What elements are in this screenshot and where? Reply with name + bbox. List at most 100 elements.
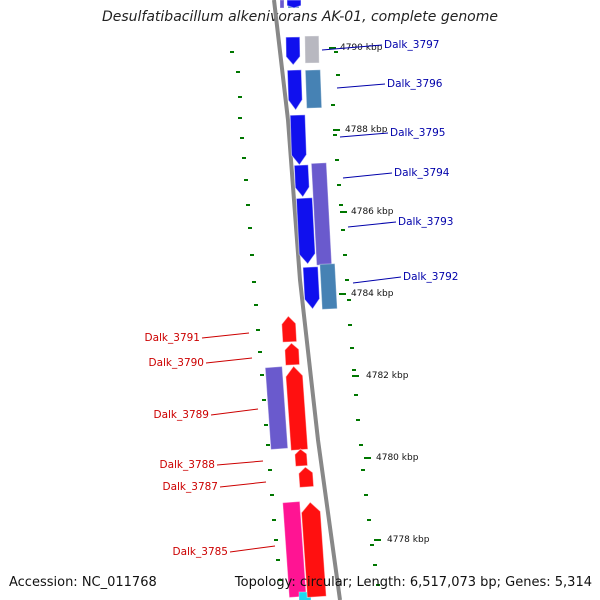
gc-track-3-dot-2 xyxy=(352,369,356,371)
reverse-gene-leader-3 xyxy=(216,460,264,466)
forward-gene-leader-4 xyxy=(347,221,397,228)
forward-gene-leader-5 xyxy=(352,276,402,284)
gc-track-1-dot-6 xyxy=(268,469,272,471)
gc-track-2-dot-7 xyxy=(341,229,345,231)
forward-gene-leader-0 xyxy=(321,44,383,51)
reverse-gene-label-0: Dalk_3791 xyxy=(145,332,201,344)
gc-track-3-dot-9 xyxy=(370,544,374,546)
gc-track-2-dot-5 xyxy=(337,184,341,186)
feature-box-3 xyxy=(319,263,338,310)
gc-track-2-dot-3 xyxy=(333,134,337,136)
gc-track-2-dot-0 xyxy=(334,51,338,53)
forward-gene-label-5: Dalk_3792 xyxy=(403,271,459,283)
feature-box-0 xyxy=(304,35,320,64)
ruler-tick-label-3: 4784 kbp xyxy=(351,289,394,299)
gc-track-1-dot-11 xyxy=(278,579,282,581)
gc-track-1-dot-9 xyxy=(274,539,278,541)
forward-gene-label-2: Dalk_3795 xyxy=(390,127,446,139)
forward-gene-arrow-3 xyxy=(293,164,310,198)
reverse-gene-arrow-2 xyxy=(285,365,309,452)
gc-track-3-dot-10 xyxy=(373,564,377,566)
ruler-tick-label-4: 4782 kbp xyxy=(366,371,409,381)
reverse-gene-leader-1 xyxy=(205,357,253,364)
accession-label: Accession: NC_011768 xyxy=(9,575,157,590)
gc-track-1-dot-4 xyxy=(264,424,268,426)
gc-track-0-dot-5 xyxy=(242,157,246,159)
gc-track-2-dot-10 xyxy=(347,299,351,301)
reverse-gene-arrow-0 xyxy=(281,315,298,343)
feature-box-8 xyxy=(279,0,285,9)
gc-track-0-dot-3 xyxy=(238,117,242,119)
gc-track-0-dot-8 xyxy=(248,227,252,229)
forward-gene-leader-3 xyxy=(342,172,393,179)
gc-track-2-dot-1 xyxy=(336,74,340,76)
gc-track-2-dot-2 xyxy=(331,104,335,106)
ruler-tick-label-2: 4786 kbp xyxy=(351,207,394,217)
reverse-gene-leader-4 xyxy=(219,481,267,488)
forward-gene-arrow-1 xyxy=(286,69,303,111)
reverse-gene-arrow-3 xyxy=(294,448,309,467)
genome-summary-label: Topology: circular; Length: 6,517,073 bp… xyxy=(234,575,592,590)
forward-gene-label-4: Dalk_3793 xyxy=(398,216,454,228)
gc-track-2-dot-9 xyxy=(345,279,349,281)
gc-track-0-dot-4 xyxy=(240,137,244,139)
ruler-tick-label-0: 4790 kbp xyxy=(340,43,383,53)
gc-track-3-dot-3 xyxy=(354,394,358,396)
feature-box-1 xyxy=(304,69,323,109)
forward-gene-label-1: Dalk_3796 xyxy=(387,78,443,90)
reverse-gene-leader-2 xyxy=(210,408,259,416)
reverse-gene-leader-0 xyxy=(201,332,250,339)
gc-track-1-dot-10 xyxy=(276,559,280,561)
gc-track-2-dot-6 xyxy=(339,204,343,206)
reverse-gene-label-3: Dalk_3788 xyxy=(160,459,216,471)
forward-gene-label-3: Dalk_3794 xyxy=(394,167,450,179)
ruler-tick-label-6: 4778 kbp xyxy=(387,535,430,545)
forward-gene-arrow-5 xyxy=(302,266,321,310)
reverse-gene-label-1: Dalk_3790 xyxy=(149,357,205,369)
gc-track-1-dot-7 xyxy=(270,494,274,496)
gc-track-1-dot-3 xyxy=(262,399,266,401)
forward-gene-arrow-4 xyxy=(295,197,316,265)
gc-track-3-dot-6 xyxy=(361,469,365,471)
gc-track-3-dot-7 xyxy=(364,494,368,496)
gc-track-3-dot-0 xyxy=(348,324,352,326)
gc-track-0-dot-11 xyxy=(254,304,258,306)
forward-gene-arrow-2 xyxy=(289,114,308,166)
gc-track-3-dot-11 xyxy=(376,584,380,586)
gc-track-0-dot-10 xyxy=(252,281,256,283)
genome-backbone-line xyxy=(272,0,342,600)
forward-gene-leader-1 xyxy=(336,83,386,89)
gc-track-2-dot-4 xyxy=(335,159,339,161)
ruler-tick-label-5: 4780 kbp xyxy=(376,453,419,463)
gc-track-3-dot-5 xyxy=(359,444,363,446)
gc-track-1-dot-8 xyxy=(272,519,276,521)
reverse-gene-label-4: Dalk_3787 xyxy=(163,481,219,493)
gc-track-1-dot-5 xyxy=(266,444,270,446)
gc-track-0-dot-9 xyxy=(250,254,254,256)
reverse-gene-label-5: Dalk_3785 xyxy=(173,546,229,558)
gc-track-0-dot-6 xyxy=(244,179,248,181)
gc-track-0-dot-1 xyxy=(236,71,240,73)
gc-track-0-dot-2 xyxy=(238,96,242,98)
reverse-gene-label-2: Dalk_3789 xyxy=(154,409,210,421)
forward-gene-arrow-0 xyxy=(285,36,301,66)
forward-gene-label-0: Dalk_3797 xyxy=(384,39,440,51)
reverse-gene-arrow-1 xyxy=(284,342,301,366)
reverse-gene-leader-5 xyxy=(229,545,276,553)
gc-track-3-dot-4 xyxy=(356,419,360,421)
gc-track-3-dot-8 xyxy=(367,519,371,521)
gc-track-0-dot-0 xyxy=(230,51,234,53)
feature-box-4 xyxy=(264,365,289,451)
forward-gene-arrow-6 xyxy=(286,0,302,9)
gc-track-0-dot-7 xyxy=(246,204,250,206)
gc-track-1-dot-0 xyxy=(256,329,260,331)
forward-gene-leader-2 xyxy=(339,132,389,138)
ruler-tick-label-1: 4788 kbp xyxy=(345,125,388,135)
gc-track-1-dot-1 xyxy=(258,351,262,353)
reverse-gene-arrow-5 xyxy=(300,501,327,599)
reverse-gene-arrow-4 xyxy=(298,466,315,489)
gc-track-1-dot-2 xyxy=(260,374,264,376)
gc-track-2-dot-8 xyxy=(343,254,347,256)
